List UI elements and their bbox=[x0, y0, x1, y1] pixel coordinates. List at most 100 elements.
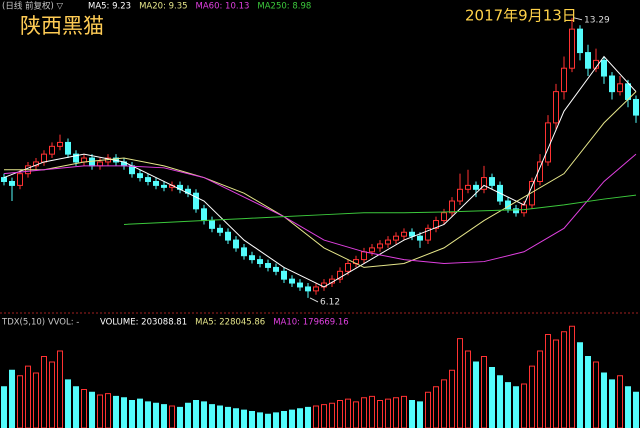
volume-bar bbox=[121, 397, 127, 428]
candle-body bbox=[601, 59, 607, 77]
candle-body bbox=[313, 286, 319, 292]
volume-bar bbox=[361, 397, 367, 428]
volume-bar bbox=[33, 372, 39, 428]
volume-bar bbox=[9, 369, 15, 428]
candle-body bbox=[393, 235, 399, 241]
volume-bar bbox=[465, 350, 471, 428]
candle-body bbox=[225, 231, 231, 241]
volume-bar bbox=[113, 395, 119, 428]
volume-bar bbox=[457, 338, 463, 428]
volume-header: TDX(5,10) VVOL: - bbox=[1, 318, 79, 328]
ma-legend: MA250: 8.98 bbox=[257, 2, 311, 12]
volume-bar bbox=[561, 331, 567, 428]
candle-body bbox=[73, 153, 79, 163]
volume-bar bbox=[265, 413, 271, 428]
volume-bar bbox=[553, 339, 559, 428]
volume-bar bbox=[417, 401, 423, 428]
candle-body bbox=[489, 177, 495, 186]
volume-legend: MA5: 228045.86 bbox=[195, 318, 265, 328]
volume-bar bbox=[353, 401, 359, 428]
volume-bar bbox=[345, 398, 351, 428]
ma-legend: MA5: 9.23 bbox=[88, 2, 131, 12]
candle-body bbox=[585, 52, 591, 69]
candle-body bbox=[337, 270, 343, 280]
volume-bar bbox=[89, 391, 95, 428]
volume-bar bbox=[449, 369, 455, 428]
volume-bar bbox=[633, 391, 639, 428]
candle-body bbox=[465, 184, 471, 190]
candle-body bbox=[553, 91, 559, 124]
volume-bar bbox=[617, 375, 623, 428]
volume-bar bbox=[161, 404, 167, 428]
candle-body bbox=[401, 231, 407, 237]
annotation-arrow bbox=[309, 297, 319, 303]
candle-body bbox=[361, 251, 367, 261]
candle-body bbox=[377, 243, 383, 249]
candle-body bbox=[609, 75, 615, 93]
candle-body bbox=[137, 173, 143, 179]
candle-body bbox=[305, 286, 311, 292]
volume-bar bbox=[249, 411, 255, 428]
candle-body bbox=[433, 220, 439, 229]
candle-body bbox=[441, 212, 447, 222]
volume-bar bbox=[505, 382, 511, 428]
candle-body bbox=[9, 180, 15, 186]
volume-bar bbox=[497, 375, 503, 428]
volume-bar bbox=[105, 393, 111, 428]
ma-line bbox=[123, 194, 637, 225]
candle-body bbox=[145, 177, 151, 182]
candle-body bbox=[161, 184, 167, 188]
candle-body bbox=[217, 227, 223, 233]
candle-body bbox=[209, 220, 215, 229]
volume-bar bbox=[273, 412, 279, 428]
volume-bar bbox=[81, 389, 87, 428]
high-annotation: 13.29 bbox=[584, 15, 610, 25]
low-annotation: 6.12 bbox=[320, 297, 340, 307]
chart-title: 陕西黑猫 bbox=[20, 14, 104, 38]
volume-bar bbox=[169, 405, 175, 428]
candle-body bbox=[41, 153, 47, 163]
candle-body bbox=[577, 28, 583, 54]
volume-bar bbox=[529, 365, 535, 428]
volume-bar bbox=[233, 408, 239, 428]
candle-body bbox=[457, 188, 463, 202]
candle-body bbox=[569, 28, 575, 69]
volume-bar bbox=[569, 325, 575, 428]
volume-bar bbox=[65, 379, 71, 428]
volume-bar bbox=[57, 350, 63, 428]
volume-bar bbox=[145, 401, 151, 428]
candle-body bbox=[193, 192, 199, 210]
volume-bar bbox=[337, 400, 343, 428]
candle-body bbox=[281, 270, 287, 280]
volume-bar bbox=[281, 411, 287, 428]
volume-bar bbox=[41, 356, 47, 428]
candle-body bbox=[449, 200, 455, 214]
volume-bar bbox=[305, 406, 311, 428]
candle-body bbox=[17, 173, 23, 186]
volume-bar bbox=[601, 372, 607, 428]
volume-bar bbox=[425, 391, 431, 428]
candle-body bbox=[233, 239, 239, 249]
date-label: 2017年9月13日 bbox=[465, 7, 577, 25]
candle-body bbox=[241, 247, 247, 257]
volume-bar bbox=[297, 408, 303, 428]
candle-body bbox=[201, 208, 207, 222]
volume-bar bbox=[49, 361, 55, 428]
candle-body bbox=[617, 83, 623, 93]
candle-body bbox=[297, 282, 303, 288]
candle-body bbox=[1, 177, 7, 182]
candle-body bbox=[385, 239, 391, 245]
volume-bar bbox=[433, 386, 439, 428]
candle-body bbox=[49, 145, 55, 155]
volume-bar bbox=[377, 400, 383, 428]
candle-body bbox=[537, 161, 543, 182]
volume-bar bbox=[521, 383, 527, 428]
volume-legend: VOLUME: 203088.81 bbox=[100, 318, 187, 328]
volume-legend: MA10: 179669.16 bbox=[273, 318, 349, 328]
volume-bar bbox=[129, 400, 135, 428]
candle-body bbox=[57, 141, 63, 147]
candle-body bbox=[513, 208, 519, 214]
volume-bar bbox=[257, 412, 263, 428]
candle-body bbox=[369, 247, 375, 253]
